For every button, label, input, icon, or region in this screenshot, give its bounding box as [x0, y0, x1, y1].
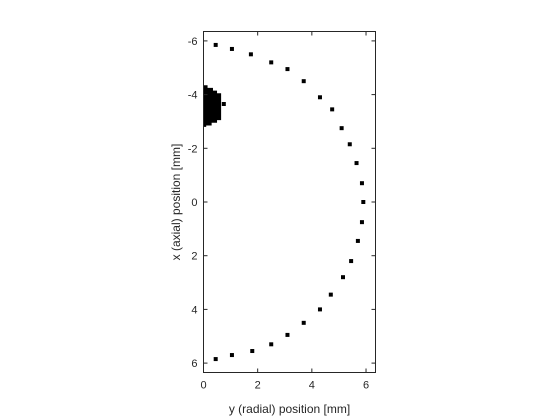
y-tick-label: 4 — [191, 304, 197, 316]
data-point-2 — [248, 52, 253, 57]
data-point-18 — [317, 307, 322, 312]
data-point-21 — [269, 342, 274, 347]
axes: 0 2 4 6 -6 -4 -2 0 2 4 6 — [188, 31, 376, 392]
data-point-8 — [339, 126, 344, 131]
data-point-13 — [359, 220, 364, 225]
data-point-7 — [330, 107, 335, 112]
data-point-20 — [285, 332, 290, 337]
data-point-23 — [229, 353, 234, 358]
data-point-17 — [328, 292, 333, 297]
data-point-15 — [349, 259, 354, 264]
data-point-22 — [250, 349, 255, 354]
data-point-5 — [301, 79, 306, 84]
x-tick-label: 2 — [255, 380, 261, 392]
data-point-16 — [341, 275, 345, 280]
filled-region-0 — [203, 85, 222, 127]
data-point-12 — [361, 200, 366, 204]
y-tick-label: 2 — [191, 251, 197, 263]
data-point-3 — [269, 60, 274, 65]
plot-background — [203, 31, 376, 373]
x-tick-label: 6 — [363, 380, 369, 392]
data-point-1 — [229, 46, 234, 51]
data-point-25 — [221, 102, 226, 106]
data-point-10 — [354, 161, 359, 166]
data-point-11 — [359, 181, 364, 186]
data-point-19 — [301, 320, 306, 325]
data-point-9 — [347, 142, 352, 147]
y-tick-label: -6 — [188, 36, 198, 48]
x-tick-label: 4 — [309, 380, 315, 392]
x-axis-label: y (radial) position [mm] — [229, 402, 350, 416]
data-point-4 — [285, 67, 290, 72]
plot-area — [203, 31, 376, 373]
y-axis-label: x (axial) position [mm] — [169, 144, 183, 261]
data-point-6 — [317, 95, 322, 100]
data-point-24 — [213, 357, 218, 362]
y-tick-label: 6 — [191, 358, 197, 370]
data-point-0 — [213, 42, 218, 47]
data-point-14 — [355, 238, 360, 243]
y-tick-label: -4 — [188, 90, 198, 102]
y-tick-label: -2 — [188, 143, 198, 155]
x-tick-label: 0 — [200, 380, 206, 392]
y-tick-label: 0 — [191, 197, 197, 209]
